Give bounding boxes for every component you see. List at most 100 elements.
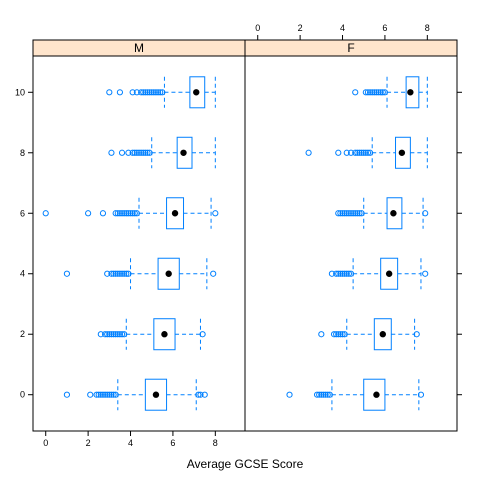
median-dot — [379, 331, 386, 338]
outlier-point — [121, 331, 128, 338]
box — [373, 318, 392, 351]
x-tick-label: 6 — [382, 23, 387, 33]
outlier-point — [106, 391, 113, 398]
box-group — [305, 136, 428, 169]
outlier-point — [138, 89, 145, 96]
outlier-point — [112, 331, 119, 338]
outlier-point — [131, 149, 138, 156]
panel-border — [32, 55, 246, 432]
outlier-point — [110, 270, 117, 277]
outlier-point — [116, 89, 124, 96]
outlier-point — [337, 210, 344, 217]
outlier-point — [118, 149, 126, 156]
median-dot — [373, 391, 380, 398]
outlier-point — [93, 391, 100, 398]
y-tick-label: 10 — [15, 87, 25, 97]
box — [153, 318, 176, 351]
x-tick-label: 6 — [170, 438, 175, 448]
x-tick-label: 4 — [128, 438, 133, 448]
outlier-point — [101, 331, 109, 338]
outlier-point — [106, 89, 113, 96]
box — [157, 257, 180, 290]
outlier-point — [63, 391, 71, 398]
outlier-point — [112, 210, 119, 217]
outlier-point — [362, 89, 369, 96]
outlier-point — [148, 89, 155, 96]
outlier-point — [352, 89, 359, 96]
outlier-point — [335, 149, 342, 156]
outlier-point — [362, 149, 369, 156]
outlier-point — [146, 89, 153, 96]
panels: M 0 2 4 6 8 0 2 4 6 8 10 F 0 2 4 6 8 — [15, 23, 462, 448]
outlier-point — [131, 210, 138, 217]
outlier-point — [347, 210, 355, 217]
panel-f: F 0 2 4 6 8 — [244, 23, 462, 432]
outlier-point — [195, 391, 202, 398]
outlier-point — [333, 331, 340, 338]
outlier-point — [364, 89, 372, 96]
outlier-point — [341, 270, 348, 277]
outlier-point — [129, 149, 136, 156]
outlier-point — [345, 210, 352, 217]
outlier-point — [112, 270, 119, 277]
outlier-point — [108, 391, 115, 398]
outlier-point — [318, 391, 325, 398]
outlier-point — [333, 270, 340, 277]
outlier-point — [337, 270, 344, 277]
outlier-point — [142, 149, 149, 156]
outlier-point — [118, 210, 126, 217]
outlier-point — [97, 391, 104, 398]
outlier-point — [99, 210, 107, 217]
y-tick-label: 4 — [20, 269, 25, 279]
x-tick-label: 0 — [43, 438, 48, 448]
box — [166, 197, 185, 230]
median-dot — [193, 89, 200, 96]
outlier-point — [197, 391, 204, 398]
outlier-point — [286, 391, 293, 398]
outlier-point — [142, 89, 149, 96]
y-tick-label: 2 — [20, 329, 25, 339]
outlier-point — [101, 391, 109, 398]
box — [189, 76, 206, 109]
box-group — [328, 257, 429, 290]
outlier-point — [150, 89, 157, 96]
outlier-point — [324, 391, 331, 398]
outlier-point — [422, 210, 429, 217]
outlier-point — [339, 210, 346, 217]
outlier-point — [104, 391, 111, 398]
outlier-point — [127, 210, 134, 217]
outlier-point — [305, 149, 312, 156]
outlier-point — [366, 149, 374, 156]
y-axis-right — [457, 91, 462, 396]
x-tick-label: 4 — [340, 23, 345, 33]
outlier-point — [371, 89, 378, 96]
outlier-point — [358, 210, 365, 217]
y-axis: 0 2 4 6 8 10 — [15, 87, 33, 400]
outlier-point — [116, 210, 124, 217]
x-tick-label: 2 — [298, 23, 303, 33]
x-tick-label: 8 — [425, 23, 430, 33]
median-dot — [390, 210, 397, 217]
outlier-point — [140, 149, 147, 156]
outlier-point — [121, 270, 128, 277]
y-tick-label: 8 — [20, 148, 25, 158]
outlier-point — [339, 270, 346, 277]
x-axis-top: 0 2 4 6 8 — [255, 23, 430, 40]
box-group — [286, 378, 425, 411]
outlier-point — [347, 149, 355, 156]
box-group — [352, 76, 428, 109]
strip-label: M — [134, 41, 144, 55]
outlier-point — [316, 391, 323, 398]
x-axis-bottom: 0 2 4 6 8 — [43, 431, 218, 448]
outlier-point — [320, 391, 327, 398]
outlier-point — [133, 149, 140, 156]
outlier-point — [354, 210, 361, 217]
outlier-point — [106, 331, 113, 338]
outlier-point — [110, 331, 117, 338]
y-tick-label: 6 — [20, 208, 25, 218]
outlier-point — [369, 89, 376, 96]
median-dot — [398, 149, 406, 156]
x-axis-title: Average GCSE Score — [187, 457, 304, 471]
median-dot — [180, 149, 187, 156]
outlier-point — [375, 89, 382, 96]
